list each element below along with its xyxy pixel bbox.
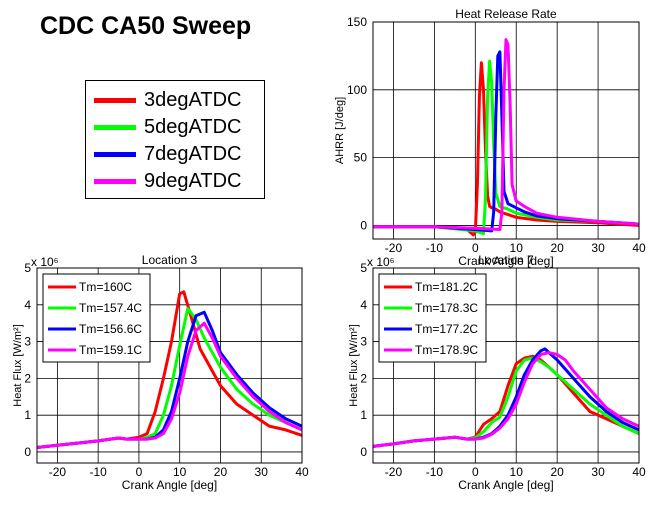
y-tick-label: 5 (24, 261, 31, 275)
x-tick-label: 20 (550, 241, 564, 255)
y-multiplier: x 10⁶ (367, 255, 395, 269)
legend-entry: 3degATDC (94, 88, 262, 112)
inner-legend-label: Tm=156.6C (79, 322, 142, 336)
inner-legend (42, 273, 151, 363)
x-tick-label: 20 (214, 465, 228, 479)
y-tick-label: 1 (360, 408, 367, 422)
legend-label: 3degATDC (144, 89, 242, 111)
x-tick-label: 10 (510, 241, 524, 255)
series-line (36, 321, 303, 449)
x-axis-label: Crank Angle [deg] (458, 478, 553, 492)
inner-legend (378, 273, 487, 363)
y-tick-label: 0 (360, 445, 367, 459)
series-line (373, 61, 640, 237)
x-tick-label: 0 (472, 241, 479, 255)
y-multiplier: x 10⁶ (31, 255, 59, 269)
x-tick-label: -10 (426, 465, 444, 479)
legend-swatch (94, 125, 136, 130)
y-tick-label: 4 (24, 298, 31, 312)
legend-label: 9degATDC (144, 170, 242, 192)
y-axis-label: AHRR [J/deg] (334, 97, 346, 164)
y-tick-label: 50 (354, 151, 368, 165)
inner-legend-label: Tm=177.2C (415, 322, 478, 336)
x-tick-label: 30 (255, 465, 269, 479)
y-axis-label: Heat Flux [W/m²] (348, 324, 360, 407)
y-tick-label: 2 (24, 371, 31, 385)
series-line (373, 50, 640, 233)
inner-legend-label: Tm=178.9C (415, 343, 478, 357)
y-tick-label: 0 (24, 445, 31, 459)
axes-frame (372, 267, 640, 464)
legend-entry: 9degATDC (94, 169, 262, 193)
axes-frame (36, 267, 303, 464)
x-tick-label: 30 (591, 241, 605, 255)
x-tick-label: 0 (472, 465, 479, 479)
x-tick-label: 30 (591, 465, 605, 479)
legend-swatch (94, 152, 136, 157)
x-tick-label: -20 (385, 241, 403, 255)
x-tick-label: 0 (136, 465, 143, 479)
x-tick-label: -20 (49, 465, 67, 479)
y-tick-label: 100 (347, 83, 367, 97)
inner-legend-label: Tm=181.2C (415, 280, 478, 294)
main-legend: 3degATDC 5degATDC 7degATDC 9degATDC (85, 80, 265, 199)
y-tick-label: 3 (360, 335, 367, 349)
legend-entry: 5degATDC (94, 115, 262, 139)
y-tick-label: 3 (24, 335, 31, 349)
x-tick-label: 10 (173, 465, 187, 479)
figure-title: CDC CA50 Sweep (40, 12, 252, 40)
legend-entry: 7degATDC (94, 142, 262, 166)
inner-legend-label: Tm=160C (79, 280, 132, 294)
x-tick-label: 40 (632, 241, 646, 255)
y-tick-label: 1 (24, 408, 31, 422)
x-tick-label: -10 (89, 465, 107, 479)
x-tick-label: 10 (510, 465, 524, 479)
chart-title: Location 7 (478, 253, 534, 267)
y-tick-label: 2 (360, 371, 367, 385)
chart-title: Location 3 (142, 253, 198, 267)
y-tick-label: 5 (360, 261, 367, 275)
x-tick-label: -20 (385, 465, 403, 479)
chart-title: Heat Release Rate (455, 7, 557, 21)
inner-legend-label: Tm=159.1C (79, 343, 142, 357)
axes-frame (372, 21, 640, 240)
legend-label: 5degATDC (144, 116, 242, 138)
y-tick-label: 4 (360, 298, 367, 312)
series-line (372, 351, 640, 448)
series-line (373, 38, 640, 231)
x-tick-label: -10 (426, 241, 444, 255)
x-axis-label: Crank Angle [deg] (458, 254, 553, 268)
y-tick-label: 150 (347, 15, 367, 29)
legend-swatch (94, 179, 136, 184)
legend-label: 7degATDC (144, 143, 242, 165)
x-tick-label: 40 (295, 465, 309, 479)
x-tick-label: 20 (550, 465, 564, 479)
x-axis-label: Crank Angle [deg] (122, 478, 217, 492)
y-axis-label: Heat Flux [W/m²] (12, 324, 24, 407)
y-tick-label: 0 (360, 218, 367, 232)
inner-legend-label: Tm=157.4C (79, 301, 142, 315)
inner-legend-label: Tm=178.3C (415, 301, 478, 315)
legend-swatch (94, 98, 136, 103)
x-tick-label: 40 (632, 465, 646, 479)
